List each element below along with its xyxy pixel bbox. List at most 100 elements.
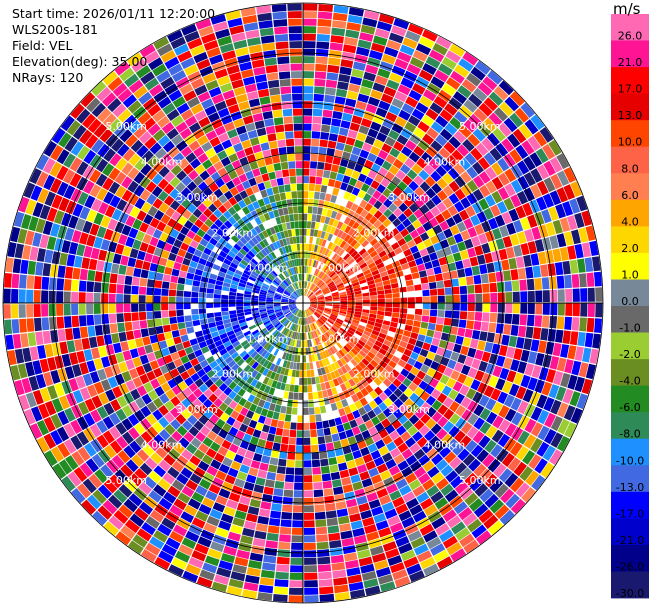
velocity-gate [219,267,228,274]
velocity-gate [449,270,458,279]
velocity-gate [150,452,163,465]
velocity-gate [408,151,420,163]
velocity-gate [331,262,338,270]
velocity-gate [345,287,354,292]
velocity-gate [324,276,331,283]
velocity-gate [278,247,284,255]
velocity-gate [339,469,350,479]
velocity-gate [488,91,504,106]
velocity-gate [362,309,370,314]
velocity-gate [310,301,318,303]
velocity-gate [123,445,136,459]
velocity-gate [333,486,344,495]
velocity-gate [187,37,203,50]
colorbar-tick-label: -4.0 [619,375,640,388]
velocity-gate [478,435,491,449]
velocity-gate [236,93,248,104]
velocity-gate [287,3,302,11]
velocity-gate [276,232,282,240]
velocity-gate [381,343,390,352]
velocity-gate [374,340,383,348]
velocity-gate [478,123,492,137]
velocity-gate [420,276,429,284]
velocity-gate [307,290,312,297]
velocity-gate [391,242,400,251]
velocity-gate [156,239,166,250]
velocity-gate [363,330,371,337]
velocity-gate [578,227,589,243]
velocity-gate [203,388,213,398]
velocity-gate [373,377,383,386]
velocity-gate [248,194,257,203]
velocity-gate [93,212,104,226]
velocity-gate [374,28,390,39]
velocity-gate [281,511,292,520]
velocity-gate [313,229,319,237]
velocity-gate [354,311,362,316]
velocity-gate [79,232,89,245]
velocity-gate [438,256,448,266]
velocity-gate [79,315,87,327]
velocity-gate [447,167,460,180]
velocity-gate [322,313,330,318]
velocity-gate [444,122,458,136]
velocity-gate [69,157,83,172]
velocity-gate [86,314,95,326]
velocity-gate [139,373,150,385]
velocity-gate [65,328,74,341]
velocity-gate [153,295,161,303]
velocity-gate [258,251,265,259]
velocity-gate [306,317,310,325]
velocity-gate [97,108,112,123]
velocity-gate [353,313,362,319]
velocity-gate [353,534,367,545]
velocity-gate [258,261,266,268]
velocity-gate [39,234,50,249]
velocity-gate [422,479,435,491]
velocity-gate [219,332,228,340]
velocity-gate [417,334,426,342]
velocity-gate [158,550,174,564]
velocity-gate [442,271,451,281]
velocity-gate [472,87,488,102]
velocity-gate [392,186,403,197]
velocity-gate [244,83,257,93]
velocity-gate [450,475,464,489]
velocity-gate [312,323,317,330]
velocity-gate [50,446,64,462]
velocity-gate [495,323,504,334]
velocity-gate [101,303,109,314]
velocity-gate [262,368,269,376]
velocity-gate [365,585,381,596]
velocity-gate [480,321,489,332]
velocity-gate [410,332,419,340]
velocity-gate [177,492,191,504]
velocity-gate [238,282,246,288]
velocity-gate [344,491,356,501]
velocity-gate [497,433,511,448]
velocity-gate [282,504,293,513]
velocity-gate [405,319,414,326]
velocity-gate [335,88,348,98]
velocity-gate [257,198,265,208]
colorbar-tick-label: 8.0 [621,162,639,175]
velocity-gate [276,357,282,366]
velocity-gate [510,325,519,336]
velocity-gate [112,103,127,118]
velocity-gate [261,270,268,277]
velocity-gate [392,260,401,268]
velocity-gate [41,317,50,331]
velocity-gate [297,206,303,214]
velocity-gate [141,522,156,536]
velocity-gate [549,190,562,206]
velocity-gate [364,327,373,333]
velocity-gate [276,466,286,474]
velocity-gate [316,383,322,392]
velocity-gate [158,166,170,178]
velocity-gate [316,352,322,361]
velocity-gate [318,238,324,246]
velocity-gate [12,258,22,274]
velocity-gate [76,161,89,176]
velocity-gate [146,225,156,236]
range-ring-label: 5.00km [105,120,147,133]
